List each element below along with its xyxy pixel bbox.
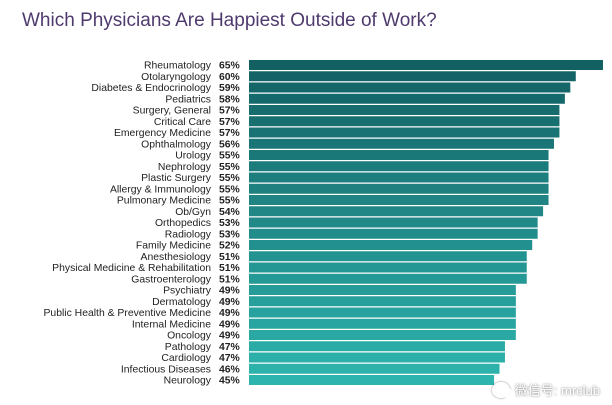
bar-15 xyxy=(249,228,538,239)
bar-14 xyxy=(249,217,538,228)
bar-21 xyxy=(249,296,516,307)
category-label: Otolaryngology xyxy=(141,72,212,83)
bar-9 xyxy=(249,161,549,172)
category-label: Physical Medicine & Rehabilitation xyxy=(52,263,211,274)
category-label: Orthopedics xyxy=(155,218,211,229)
value-label: 53% xyxy=(219,218,240,229)
value-label: 49% xyxy=(219,308,240,319)
category-label: Oncology xyxy=(167,331,212,342)
bar-10 xyxy=(249,172,549,183)
value-label: 58% xyxy=(219,94,240,105)
bar-3 xyxy=(249,93,565,104)
bar-28 xyxy=(249,375,495,385)
category-label: Cardiology xyxy=(161,353,211,364)
bar-1 xyxy=(249,71,576,82)
watermark: 微信号: mrclub xyxy=(491,380,600,399)
category-label: Plastic Surgery xyxy=(141,173,212,184)
value-label: 56% xyxy=(219,139,240,150)
value-label: 53% xyxy=(219,229,240,240)
category-label: Pathology xyxy=(165,342,212,353)
value-label: 45% xyxy=(219,376,240,387)
bar-12 xyxy=(249,195,549,205)
category-label: Gastroenterology xyxy=(131,274,212,285)
category-label: Public Health & Preventive Medicine xyxy=(44,308,212,319)
bar-7 xyxy=(249,138,554,149)
wechat-icon xyxy=(491,381,513,398)
bar-18 xyxy=(249,262,527,273)
category-label: Urology xyxy=(175,151,212,162)
category-label: Critical Care xyxy=(154,117,211,128)
category-label: Psychiatry xyxy=(163,286,212,297)
value-label: 49% xyxy=(219,286,240,297)
category-label: Rheumatology xyxy=(144,61,212,72)
bar-23 xyxy=(249,318,516,329)
category-label: Ob/Gyn xyxy=(175,207,211,218)
category-label: Family Medicine xyxy=(136,241,211,252)
bar-22 xyxy=(249,307,516,318)
category-label: Infectious Diseases xyxy=(121,364,211,375)
value-label: 51% xyxy=(219,252,240,263)
category-label: Internal Medicine xyxy=(132,319,211,330)
bar-0 xyxy=(249,60,603,70)
category-label: Emergency Medicine xyxy=(114,128,211,139)
bar-16 xyxy=(249,240,533,250)
value-label: 59% xyxy=(219,83,240,94)
category-label: Radiology xyxy=(165,229,212,240)
value-label: 51% xyxy=(219,263,240,274)
value-label: 49% xyxy=(219,319,240,330)
bar-26 xyxy=(249,352,505,363)
value-label: 47% xyxy=(219,353,240,364)
value-label: 55% xyxy=(219,184,240,195)
watermark-text: 微信号: mrclub xyxy=(514,383,600,398)
bar-4 xyxy=(249,105,560,115)
value-label: 54% xyxy=(219,207,240,218)
category-label: Ophthalmology xyxy=(141,139,212,150)
value-label: 60% xyxy=(219,72,240,83)
bar-13 xyxy=(249,206,544,217)
value-label: 57% xyxy=(219,117,240,128)
value-label: 55% xyxy=(219,173,240,184)
category-label: Neurology xyxy=(164,376,212,387)
bar-2 xyxy=(249,82,571,93)
bar-24 xyxy=(249,330,516,340)
category-label: Allergy & Immunology xyxy=(110,184,212,195)
bar-8 xyxy=(249,150,549,160)
value-label: 57% xyxy=(219,128,240,139)
category-label: Anesthesiology xyxy=(141,252,212,263)
category-label: Nephrology xyxy=(158,162,212,173)
bar-6 xyxy=(249,127,560,138)
category-label: Pediatrics xyxy=(165,94,211,105)
value-label: 55% xyxy=(219,151,240,162)
chart-title: Which Physicians Are Happiest Outside of… xyxy=(22,10,437,31)
category-label: Diabetes & Endocrinology xyxy=(91,83,211,94)
value-label: 55% xyxy=(219,162,240,173)
value-label: 47% xyxy=(219,342,240,353)
bar-5 xyxy=(249,116,560,127)
bar-20 xyxy=(249,285,516,295)
value-label: 52% xyxy=(219,241,240,252)
value-label: 49% xyxy=(219,297,240,308)
value-label: 51% xyxy=(219,274,240,285)
category-label: Pulmonary Medicine xyxy=(117,196,211,207)
bar-17 xyxy=(249,251,527,262)
value-label: 46% xyxy=(219,364,240,375)
value-label: 57% xyxy=(219,106,240,117)
category-label: Dermatology xyxy=(152,297,212,308)
value-label: 55% xyxy=(219,196,240,207)
value-label: 49% xyxy=(219,331,240,342)
category-label: Surgery, General xyxy=(133,106,211,117)
value-label: 65% xyxy=(219,61,240,72)
bar-25 xyxy=(249,341,505,352)
bar-11 xyxy=(249,183,549,194)
bar-27 xyxy=(249,363,500,374)
bar-19 xyxy=(249,273,527,284)
